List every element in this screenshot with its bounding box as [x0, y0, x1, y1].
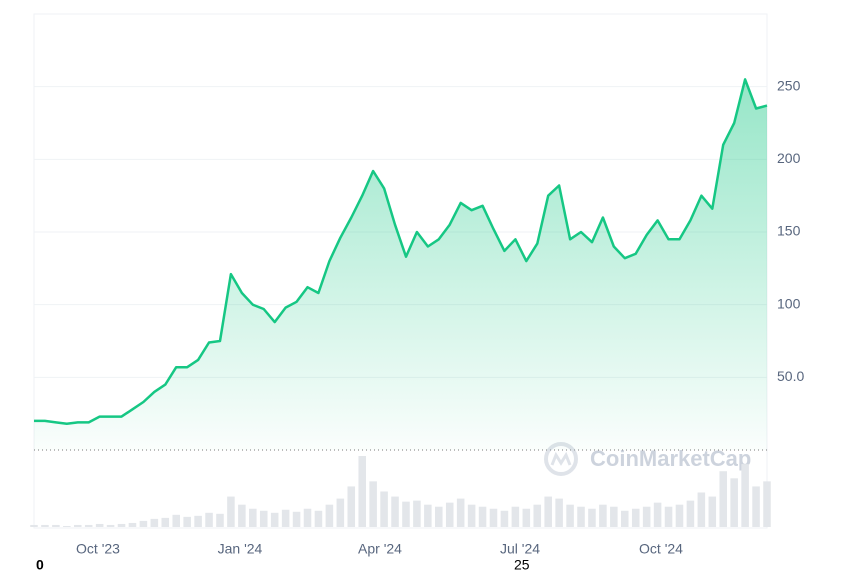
volume-bar: [63, 525, 71, 527]
volume-bar: [259, 510, 268, 527]
volume-bar: [741, 464, 749, 527]
volume-bar: [642, 506, 651, 527]
volume-bar: [347, 486, 356, 527]
volume-bar: [697, 492, 706, 527]
x-tick-label: Oct '24: [639, 541, 683, 557]
volume-bar: [588, 508, 596, 527]
volume-bar: [467, 504, 476, 527]
volume-bar: [435, 506, 443, 527]
volume-bar: [489, 508, 498, 527]
volume-bar: [238, 504, 246, 527]
volume-bar: [500, 510, 509, 527]
volume-bar: [150, 518, 159, 527]
volume-bar: [303, 508, 312, 527]
volume-bar: [424, 504, 432, 527]
volume-bar: [380, 491, 388, 527]
volume-bar: [183, 516, 191, 527]
price-line: [34, 78, 768, 426]
y-tick-label: 100: [777, 295, 801, 311]
volume-bar: [128, 522, 137, 527]
volume-bar: [686, 500, 695, 527]
volume-bar: [599, 504, 607, 527]
volume-bar: [675, 504, 684, 527]
volume-bar: [161, 517, 170, 527]
x-tick-label: Apr '24: [358, 541, 402, 557]
y-tick-label: 200: [777, 150, 801, 166]
volume-bar: [325, 504, 334, 527]
price-area: [34, 79, 767, 451]
volume-bar: [566, 504, 574, 527]
volume-bar: [719, 471, 728, 527]
volume-bar: [708, 496, 717, 527]
x-tick-label: Jan '24: [218, 541, 263, 557]
volume-bar: [292, 511, 301, 527]
volume-bar: [664, 506, 673, 527]
x-tick-label: Jul '24: [500, 541, 540, 557]
volume-bar: [227, 496, 235, 527]
volume-bar: [752, 486, 760, 527]
volume-bar: [84, 524, 93, 527]
volume-bar: [106, 524, 115, 527]
volume-bar: [205, 512, 213, 527]
volume-bar: [281, 509, 290, 527]
volume-bar: [194, 515, 202, 527]
volume-bar: [216, 513, 224, 527]
volume-bar: [95, 523, 104, 527]
volume-bar: [369, 481, 377, 527]
volume-bar: [577, 506, 585, 527]
volume-bar: [270, 512, 279, 527]
volume-bar: [52, 524, 60, 527]
volume-bar: [445, 502, 454, 527]
volume-bar: [653, 502, 662, 527]
y-tick-label: 50.0: [777, 368, 804, 384]
volume-bar: [41, 524, 49, 527]
volume-bar: [511, 506, 520, 527]
volume-bar: [117, 523, 126, 527]
volume-bar: [139, 520, 148, 527]
volume-bar: [413, 500, 421, 527]
volume-bar: [314, 510, 323, 527]
volume-bar: [30, 524, 38, 527]
y-tick-label: 150: [777, 223, 801, 239]
volume-bar: [358, 456, 366, 527]
footer-label: 0: [36, 557, 44, 573]
volume-bar: [730, 478, 738, 527]
x-tick-label: Oct '23: [76, 541, 120, 557]
volume-bar: [73, 524, 82, 527]
volume-bar: [631, 508, 640, 527]
volume-bar: [621, 510, 629, 527]
volume-bar: [249, 508, 257, 527]
volume-bar: [555, 498, 563, 527]
volume-bar: [456, 498, 465, 527]
volume-bar: [763, 481, 771, 527]
volume-bar: [544, 496, 552, 527]
volume-bar: [172, 514, 180, 527]
volume-bar: [391, 496, 399, 527]
volume-bar: [478, 506, 487, 527]
footer-label: 25: [514, 557, 530, 573]
volume-bar: [610, 506, 618, 527]
volume-bar: [533, 504, 542, 527]
volume-bar: [522, 508, 531, 527]
y-tick-label: 250: [777, 77, 801, 93]
volume-bar: [336, 498, 345, 527]
volume-bar: [402, 501, 410, 527]
